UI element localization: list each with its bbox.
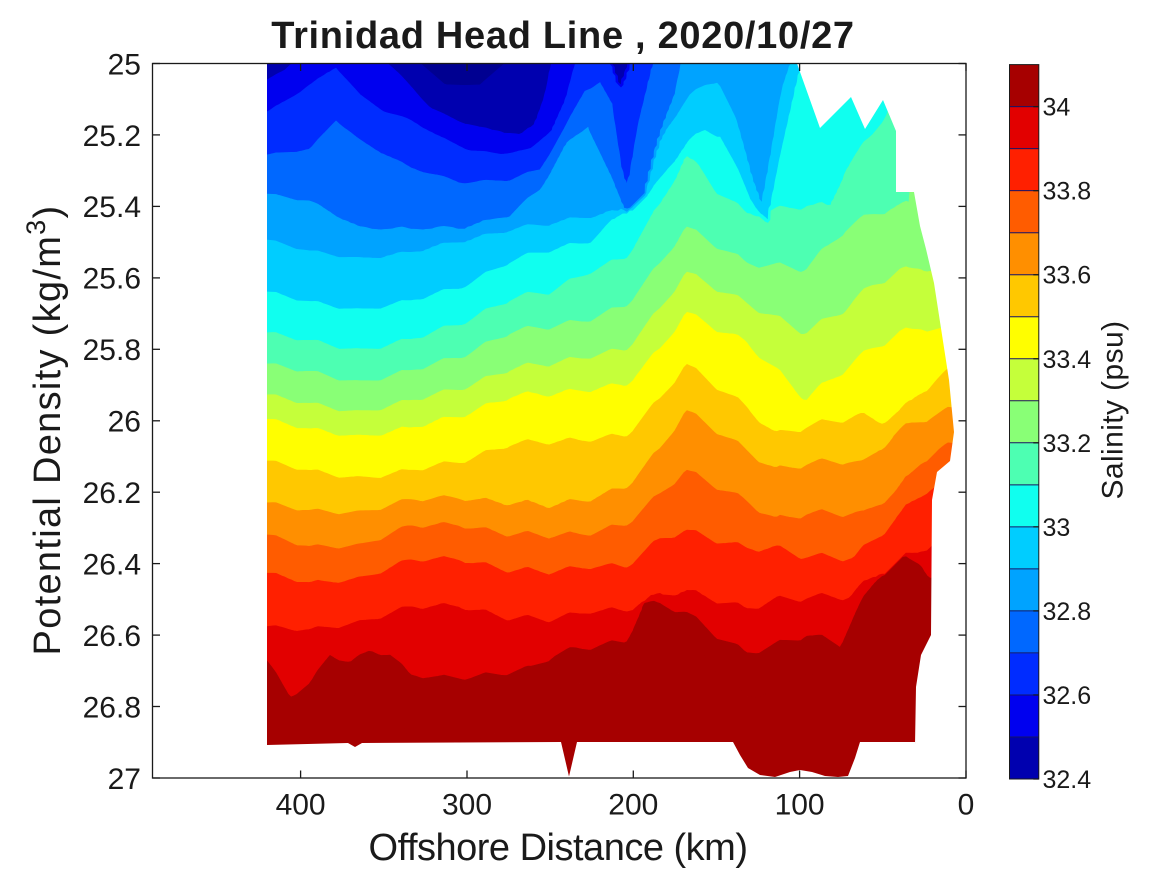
svg-text:26.8: 26.8 xyxy=(83,691,141,724)
svg-text:400: 400 xyxy=(276,789,326,822)
svg-text:33: 33 xyxy=(1043,514,1071,542)
svg-text:26: 26 xyxy=(108,406,141,439)
svg-text:300: 300 xyxy=(442,789,492,822)
svg-text:27: 27 xyxy=(108,763,141,796)
svg-text:100: 100 xyxy=(775,789,825,822)
svg-text:32.4: 32.4 xyxy=(1043,766,1092,794)
svg-text:32.8: 32.8 xyxy=(1043,598,1092,626)
svg-text:0: 0 xyxy=(958,789,975,822)
svg-text:34: 34 xyxy=(1043,94,1071,122)
svg-text:Offshore Distance (km): Offshore Distance (km) xyxy=(369,827,748,869)
svg-text:26.4: 26.4 xyxy=(83,548,141,581)
svg-text:Salinity (psu): Salinity (psu) xyxy=(1097,321,1130,500)
svg-text:26.2: 26.2 xyxy=(83,477,141,510)
svg-text:25: 25 xyxy=(108,48,141,81)
svg-text:25.4: 25.4 xyxy=(83,191,141,224)
svg-text:25.6: 25.6 xyxy=(83,263,141,296)
svg-text:33.4: 33.4 xyxy=(1043,346,1092,374)
svg-text:26.6: 26.6 xyxy=(83,620,141,653)
svg-text:32.6: 32.6 xyxy=(1043,682,1092,710)
svg-text:33.2: 33.2 xyxy=(1043,430,1092,458)
svg-text:33.8: 33.8 xyxy=(1043,178,1092,206)
svg-text:Potential Density (kg/m3): Potential Density (kg/m3) xyxy=(21,205,69,656)
svg-text:33.6: 33.6 xyxy=(1043,262,1092,290)
svg-text:25.8: 25.8 xyxy=(83,334,141,367)
svg-text:25.2: 25.2 xyxy=(83,120,141,153)
svg-text:Trinidad Head Line , 2020/10/2: Trinidad Head Line , 2020/10/27 xyxy=(271,15,855,57)
svg-text:200: 200 xyxy=(608,789,658,822)
